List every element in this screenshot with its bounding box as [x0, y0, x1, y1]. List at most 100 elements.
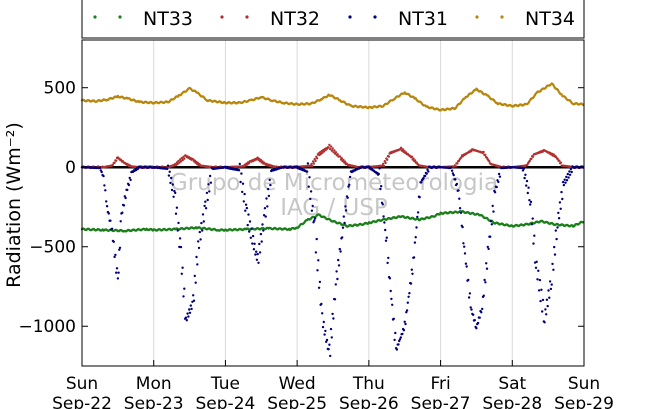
data-point — [257, 261, 260, 264]
data-point — [389, 289, 392, 293]
data-point — [261, 160, 264, 163]
data-point — [469, 306, 472, 309]
data-point — [343, 160, 347, 163]
data-point — [464, 262, 468, 265]
data-point — [196, 263, 199, 266]
data-point — [332, 151, 335, 154]
data-point — [385, 236, 388, 239]
data-point — [411, 272, 414, 275]
data-point — [552, 268, 555, 271]
data-point — [541, 298, 545, 302]
x-tick-label-date: Sep-23 — [124, 394, 184, 409]
x-tick-label-day: Wed — [279, 374, 316, 394]
data-point — [408, 292, 411, 295]
data-point — [207, 183, 210, 186]
data-point — [327, 348, 330, 351]
data-point — [380, 185, 383, 188]
data-point — [309, 190, 313, 193]
data-point — [570, 170, 573, 174]
data-point — [531, 155, 535, 158]
data-point — [179, 160, 183, 163]
watermark-line-1: Grupo de Micrometeorologia — [170, 170, 498, 196]
data-point — [204, 200, 207, 203]
y-tick-label: 0 — [65, 158, 76, 178]
data-point — [492, 210, 495, 213]
data-point — [266, 187, 270, 191]
data-point — [533, 234, 536, 237]
y-tick-label: −500 — [29, 238, 76, 258]
data-point — [170, 188, 174, 192]
data-point — [488, 160, 491, 163]
data-point — [537, 269, 540, 272]
x-tick-label-date: Sep-25 — [267, 394, 327, 409]
data-point — [414, 236, 417, 239]
data-point — [558, 159, 561, 162]
x-tick-label-day: Sat — [498, 374, 526, 394]
data-point — [115, 271, 118, 274]
data-point — [247, 213, 250, 216]
data-point — [403, 149, 406, 152]
data-point — [344, 205, 347, 208]
data-point — [528, 159, 531, 163]
data-point — [178, 161, 181, 164]
data-point — [110, 227, 114, 230]
data-point — [343, 221, 346, 225]
data-point — [403, 320, 406, 323]
data-point — [172, 195, 175, 198]
data-point — [524, 173, 527, 176]
data-point — [324, 329, 327, 333]
data-point — [540, 288, 543, 291]
data-point — [339, 250, 342, 253]
data-point — [413, 241, 417, 244]
data-point — [560, 93, 563, 96]
y-axis: 500 0 −500 −1000 — [18, 79, 584, 337]
data-point — [393, 338, 396, 342]
data-point — [265, 197, 268, 200]
data-point — [170, 176, 173, 180]
y-axis-label: Radiation (Wm⁻²) — [3, 122, 25, 288]
data-point — [569, 167, 573, 171]
data-point — [342, 158, 345, 162]
data-point — [409, 282, 413, 285]
watermark: Grupo de Micrometeorologia IAG / USP — [170, 170, 498, 221]
data-point — [136, 167, 139, 171]
data-point — [258, 242, 261, 246]
data-point — [556, 157, 559, 161]
data-point — [348, 183, 351, 186]
data-point — [331, 312, 334, 316]
data-point — [399, 146, 403, 149]
data-point — [311, 160, 315, 163]
data-point — [557, 217, 561, 220]
data-point — [561, 180, 565, 184]
data-point — [458, 197, 461, 200]
data-point — [174, 191, 177, 195]
data-point — [107, 212, 111, 215]
x-tick-label-date: Sep-27 — [411, 394, 471, 409]
data-point — [327, 146, 330, 149]
data-point — [325, 340, 328, 343]
data-point — [255, 250, 258, 253]
data-point — [534, 266, 538, 269]
data-point — [457, 189, 460, 192]
data-point — [529, 203, 532, 206]
data-point — [386, 261, 389, 265]
data-point — [563, 178, 566, 181]
data-point — [463, 252, 467, 255]
data-point — [169, 181, 172, 185]
data-point — [425, 172, 428, 175]
data-point — [340, 157, 343, 160]
series-NT33 — [80, 210, 585, 233]
data-point — [321, 312, 324, 315]
data-point — [317, 259, 320, 262]
data-point — [104, 189, 107, 192]
data-point — [206, 198, 209, 202]
data-point — [176, 229, 179, 232]
data-point — [182, 295, 185, 298]
data-point — [401, 148, 404, 151]
data-point — [177, 221, 180, 225]
data-point — [208, 190, 211, 193]
data-point — [462, 242, 465, 245]
data-point — [314, 251, 318, 254]
data-point — [241, 182, 245, 185]
data-point — [401, 332, 404, 336]
